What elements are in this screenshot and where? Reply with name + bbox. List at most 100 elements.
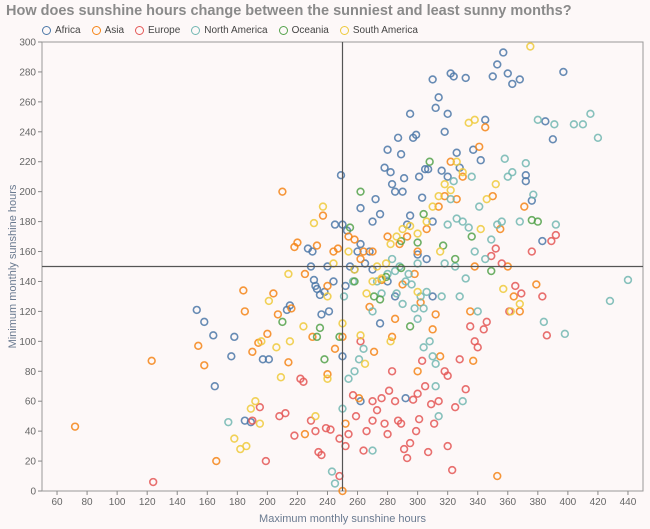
point-north-america <box>330 479 340 488</box>
point-north-america <box>500 154 509 163</box>
point-north-america <box>605 296 615 306</box>
point-europe <box>335 434 344 443</box>
point-africa <box>541 117 550 126</box>
point-africa <box>414 172 424 181</box>
y-tick-label: 20 <box>25 457 37 468</box>
point-asia <box>368 247 377 256</box>
point-asia <box>240 307 250 316</box>
point-africa <box>499 48 508 57</box>
point-africa <box>324 307 334 316</box>
legend-label: Europe <box>148 24 181 36</box>
point-north-america <box>508 168 517 177</box>
point-south-america <box>491 179 500 189</box>
point-europe <box>351 411 361 421</box>
point-europe <box>473 343 482 352</box>
point-africa <box>356 203 365 213</box>
point-europe <box>335 471 344 481</box>
point-africa <box>428 75 437 84</box>
y-tick-label: 180 <box>19 217 36 228</box>
point-north-america <box>551 220 561 229</box>
point-europe <box>491 244 500 253</box>
point-south-america <box>476 224 485 234</box>
point-africa <box>461 73 470 83</box>
legend-item-oceania: Oceania <box>278 25 329 36</box>
y-tick-label: 140 <box>19 277 36 288</box>
point-europe <box>380 419 389 428</box>
legend-item-europe: Europe <box>135 25 180 36</box>
y-axis-title: Minimum monthly sunshine hours <box>7 184 19 348</box>
point-europe <box>368 397 377 406</box>
point-north-america <box>407 280 416 289</box>
point-asia <box>278 187 287 196</box>
point-asia <box>300 269 310 279</box>
point-africa <box>387 179 397 189</box>
point-africa <box>508 79 517 89</box>
point-south-america <box>360 359 370 368</box>
point-asia <box>431 310 440 319</box>
point-north-america <box>458 397 467 406</box>
point-asia <box>422 224 431 234</box>
point-africa <box>481 115 490 125</box>
x-tick-label: 300 <box>409 497 426 508</box>
point-africa <box>437 166 446 175</box>
point-north-america <box>431 382 440 391</box>
legend-item-north-america: North America <box>191 25 268 36</box>
x-tick-label: 340 <box>469 497 486 508</box>
point-south-america <box>368 277 377 286</box>
reference-lines <box>42 42 643 491</box>
point-europe <box>429 419 439 428</box>
point-europe <box>359 446 368 455</box>
point-oceania <box>350 277 359 286</box>
point-africa <box>368 217 377 226</box>
point-oceania <box>356 187 365 196</box>
point-south-america <box>246 404 256 413</box>
point-south-america <box>257 337 266 346</box>
x-tick-label: 440 <box>620 497 637 508</box>
point-asia <box>369 347 379 357</box>
point-north-america <box>354 355 364 364</box>
point-asia <box>359 247 368 256</box>
point-north-america <box>443 220 452 229</box>
x-tick-label: 240 <box>319 497 336 508</box>
point-oceania <box>450 254 460 264</box>
point-europe <box>414 414 424 424</box>
x-tick-label: 80 <box>82 497 94 508</box>
point-europe <box>466 322 475 331</box>
point-south-america <box>458 168 467 177</box>
point-asia <box>413 367 422 376</box>
point-europe <box>511 281 520 291</box>
point-asia <box>287 304 296 313</box>
point-europe <box>411 426 421 436</box>
point-europe <box>479 325 488 334</box>
point-europe <box>383 429 392 439</box>
point-africa <box>192 305 201 315</box>
point-africa <box>405 109 415 119</box>
point-asia <box>308 332 317 342</box>
x-tick-label: 60 <box>51 497 63 508</box>
point-south-america <box>344 247 353 256</box>
point-africa <box>411 130 421 139</box>
y-tick-label: 240 <box>19 127 36 138</box>
point-north-america <box>503 172 512 181</box>
point-europe <box>396 419 406 428</box>
point-south-america <box>435 247 445 256</box>
y-tick-label: 160 <box>19 247 36 258</box>
point-south-america <box>285 337 295 346</box>
point-africa <box>386 168 395 177</box>
point-africa <box>210 382 219 391</box>
point-north-america <box>419 343 428 352</box>
point-asia <box>413 247 422 256</box>
point-north-america <box>350 367 359 376</box>
point-africa <box>515 75 524 84</box>
point-north-america <box>533 115 543 125</box>
point-north-america <box>470 247 479 256</box>
point-north-america <box>455 292 464 301</box>
point-africa <box>521 171 531 180</box>
point-europe <box>538 292 547 301</box>
point-south-america <box>398 224 407 234</box>
point-africa <box>200 317 209 327</box>
point-north-america <box>550 120 559 129</box>
point-africa <box>380 163 389 172</box>
point-asia <box>273 310 283 319</box>
point-africa <box>209 331 218 340</box>
